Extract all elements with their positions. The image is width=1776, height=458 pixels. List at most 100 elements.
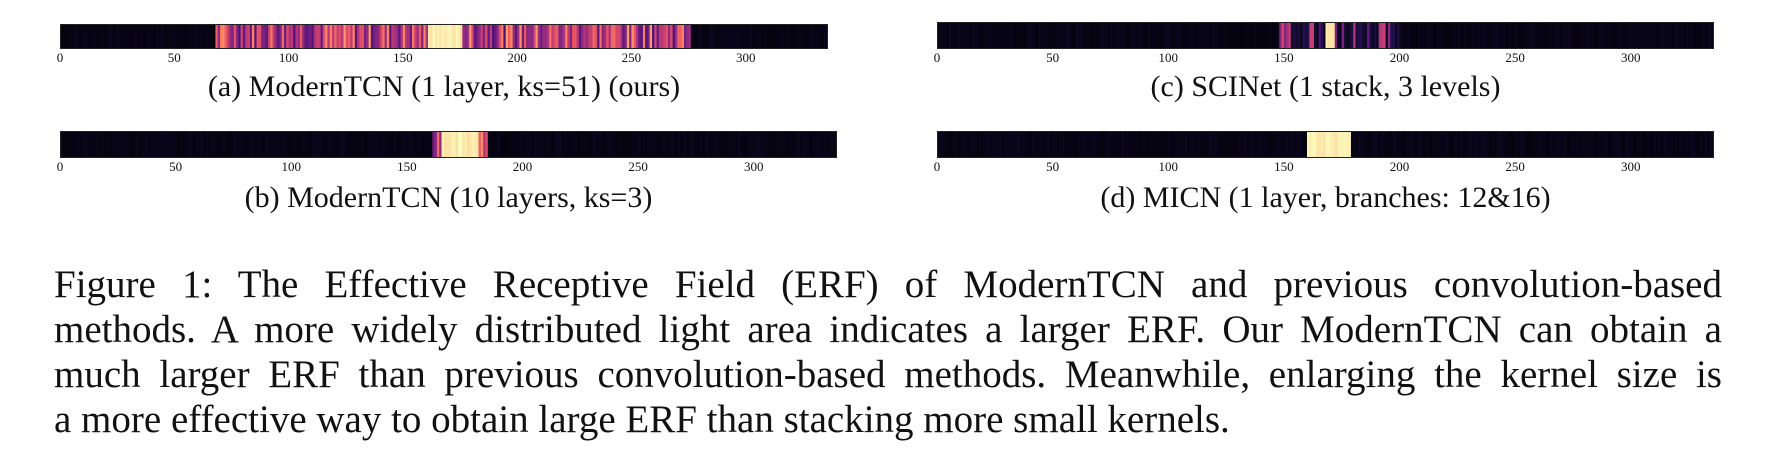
erf-cell: [197, 24, 201, 49]
erf-cell: [96, 24, 100, 49]
erf-cell: [1242, 131, 1246, 158]
erf-cell: [649, 131, 653, 158]
erf-cell: [795, 131, 799, 158]
erf-cell: [411, 131, 415, 158]
erf-cell: [1221, 131, 1225, 158]
erf-cell: [423, 24, 427, 49]
erf-cell: [1577, 131, 1581, 158]
erf-cell: [240, 131, 244, 158]
erf-cell: [821, 24, 825, 49]
erf-cell: [1101, 131, 1105, 158]
erf-cell: [624, 24, 628, 49]
erf-cell: [1066, 131, 1070, 158]
erf-cell: [1524, 22, 1528, 49]
erf-cell: [1598, 22, 1602, 49]
erf-cell: [642, 131, 646, 158]
erf-cell: [252, 24, 255, 49]
erf-cell: [87, 131, 91, 158]
erf-cell: [1397, 131, 1401, 158]
erf-cell: [1519, 131, 1523, 158]
erf-cell: [779, 131, 783, 158]
erf-cell: [1401, 22, 1405, 49]
erf-cell: [1334, 22, 1338, 49]
erf-cell: [168, 131, 172, 158]
erf-cell: [705, 131, 709, 158]
erf-cell: [550, 131, 554, 158]
erf-cell: [743, 24, 747, 49]
erf-cell: [1381, 131, 1384, 158]
erf-cell: [621, 131, 625, 158]
erf-cell: [505, 24, 509, 49]
erf-cell: [407, 24, 411, 49]
erf-cell: [1045, 22, 1049, 49]
erf-cell: [1540, 22, 1544, 49]
erf-cell: [108, 24, 111, 49]
erf-cell: [978, 131, 982, 158]
erf-cell: [1034, 22, 1038, 49]
erf-cell: [1323, 22, 1327, 49]
erf-cell: [352, 24, 356, 49]
erf-cell: [1471, 131, 1475, 158]
erf-cell: [1330, 131, 1334, 158]
erf-cell: [1674, 22, 1678, 49]
x-tick-label: 300: [1621, 159, 1641, 174]
erf-cell: [1302, 22, 1306, 49]
erf-cell: [336, 24, 340, 49]
x-tick-label: 100: [1158, 50, 1179, 65]
erf-cell: [1357, 22, 1361, 49]
erf-cell: [485, 131, 489, 158]
erf-cell: [688, 24, 692, 49]
erf-cell: [1082, 131, 1086, 158]
erf-cell: [1487, 131, 1491, 158]
erf-cell: [323, 131, 327, 158]
erf-cell: [622, 24, 626, 49]
erf-cell: [1073, 131, 1077, 158]
erf-cell: [554, 131, 558, 158]
erf-cell: [812, 24, 815, 49]
erf-cell: [1258, 22, 1262, 49]
erf-cell: [208, 131, 211, 158]
erf-cell: [1293, 131, 1297, 158]
erf-cell: [508, 24, 511, 49]
erf-cell: [1283, 131, 1287, 158]
erf-cell: [1401, 131, 1405, 158]
erf-cell: [131, 131, 135, 158]
erf-cell: [1418, 131, 1421, 158]
erf-cell: [967, 131, 970, 158]
erf-cell: [135, 24, 139, 49]
erf-cell: [503, 24, 507, 49]
erf-cell: [1471, 22, 1475, 49]
erf-cell: [1024, 22, 1028, 49]
erf-cell: [1147, 22, 1151, 49]
figure-caption-line: Figure 1: The Effective Receptive Field …: [54, 263, 1722, 306]
erf-cell: [158, 24, 162, 49]
erf-cell: [464, 24, 468, 49]
erf-cell: [1246, 131, 1250, 158]
erf-cell: [661, 24, 665, 49]
erf-cell: [286, 24, 290, 49]
erf-cell: [937, 131, 940, 158]
erf-cell: [1154, 131, 1158, 158]
erf-cell: [214, 131, 218, 158]
erf-cell: [1605, 22, 1609, 49]
erf-cell: [816, 24, 820, 49]
erf-cell: [1041, 131, 1044, 158]
erf-cell: [974, 22, 977, 49]
erf-cell: [1165, 131, 1169, 158]
erf-cell: [1006, 22, 1010, 49]
erf-cell: [1394, 22, 1398, 49]
erf-cell: [1362, 131, 1366, 158]
erf-cell: [1320, 22, 1324, 49]
erf-cell: [1586, 131, 1590, 158]
erf-cell: [521, 24, 525, 49]
erf-cell: [1674, 131, 1678, 158]
erf-cell: [969, 22, 973, 49]
erf-cell: [1346, 131, 1350, 158]
erf-cell: [800, 24, 804, 49]
x-tick-label: 250: [628, 159, 648, 174]
erf-cell: [1094, 22, 1098, 49]
erf-cell: [1681, 22, 1685, 49]
erf-cell: [1011, 131, 1014, 158]
erf-cell: [753, 131, 757, 158]
erf-cell: [313, 24, 317, 49]
